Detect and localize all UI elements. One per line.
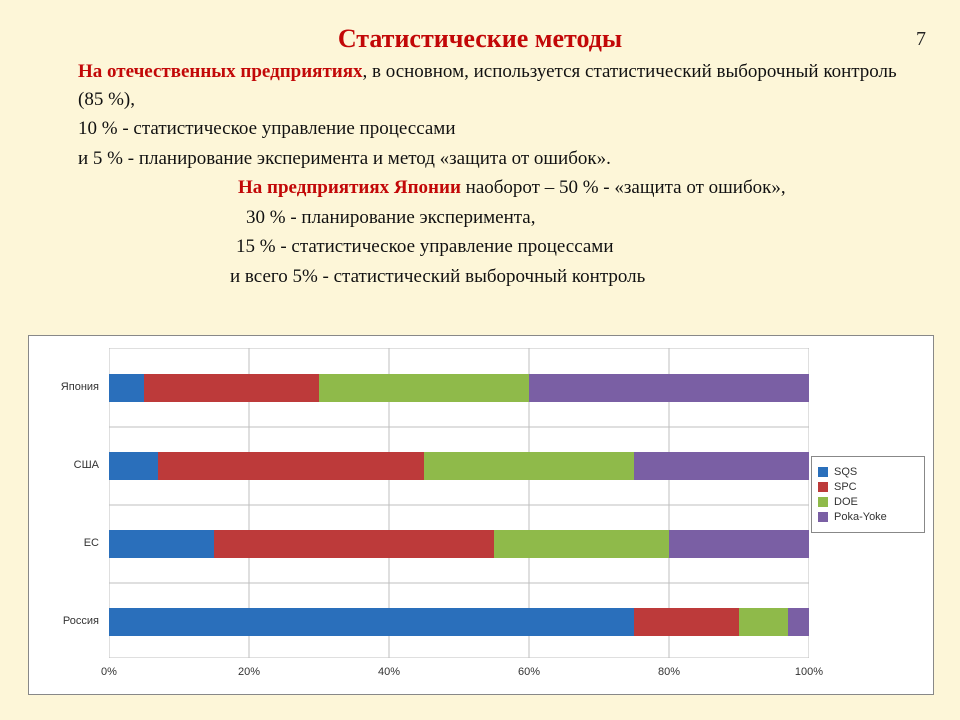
- legend-label: SQS: [834, 466, 857, 478]
- bar-Россия-SQS: [109, 608, 634, 636]
- bar-Япония-SPC: [144, 374, 319, 402]
- legend-swatch: [818, 467, 828, 477]
- category-label: Россия: [39, 615, 99, 627]
- x-tick-label: 40%: [369, 666, 409, 678]
- x-tick-label: 80%: [649, 666, 689, 678]
- bar-Япония-SQS: [109, 374, 144, 402]
- bar-США-DOE: [424, 452, 634, 480]
- x-tick-label: 0%: [89, 666, 129, 678]
- bar-ЕС-SPC: [214, 530, 494, 558]
- legend-swatch: [818, 482, 828, 492]
- x-tick-label: 100%: [789, 666, 829, 678]
- chart-svg: [109, 348, 809, 658]
- legend-item: Poka-Yoke: [818, 511, 918, 523]
- para-4: На предприятиях Японии наоборот – 50 % -…: [78, 174, 900, 202]
- bar-Россия-SPC: [634, 608, 739, 636]
- para-4-lead: На предприятиях Японии: [238, 177, 461, 198]
- para-4-rest: наоборот – 50 % - «защита от ошибок»,: [461, 177, 786, 198]
- legend-label: Poka-Yoke: [834, 511, 887, 523]
- chart-legend: SQS SPC DOE Poka-Yoke: [811, 456, 925, 533]
- bar-США-Poka-Yoke: [634, 452, 809, 480]
- para-6: 15 % - статистическое управление процесс…: [78, 233, 900, 261]
- legend-item: DOE: [818, 496, 918, 508]
- legend-label: DOE: [834, 496, 858, 508]
- legend-label: SPC: [834, 481, 857, 493]
- category-label: ЕС: [39, 537, 99, 549]
- para-1: На отечественных предприятиях, в основно…: [78, 58, 900, 113]
- category-label: США: [39, 459, 99, 471]
- para-7: и всего 5% - статистический выборочный к…: [78, 263, 900, 291]
- bar-США-SQS: [109, 452, 158, 480]
- bar-Япония-DOE: [319, 374, 529, 402]
- para-1-lead: На отечественных предприятиях: [78, 61, 363, 82]
- chart-container: Япония США ЕС Россия 0% 20% 40% 60% 80% 100% SQS…: [28, 335, 934, 695]
- bar-ЕС-Poka-Yoke: [669, 530, 809, 558]
- legend-swatch: [818, 497, 828, 507]
- bar-Япония-Poka-Yoke: [529, 374, 809, 402]
- body-text: На отечественных предприятиях, в основно…: [0, 54, 960, 290]
- x-tick-label: 20%: [229, 666, 269, 678]
- legend-item: SPC: [818, 481, 918, 493]
- legend-item: SQS: [818, 466, 918, 478]
- chart-plot: [109, 348, 809, 658]
- bar-США-SPC: [158, 452, 424, 480]
- para-3: и 5 % - планирование эксперимента и мето…: [78, 145, 900, 173]
- legend-swatch: [818, 512, 828, 522]
- para-2: 10 % - статистическое управление процесс…: [78, 115, 900, 143]
- bar-ЕС-SQS: [109, 530, 214, 558]
- x-tick-label: 60%: [509, 666, 549, 678]
- bar-ЕС-DOE: [494, 530, 669, 558]
- category-label: Япония: [39, 381, 99, 393]
- bar-Россия-DOE: [739, 608, 788, 636]
- page-number: 7: [916, 28, 926, 51]
- bar-Россия-Poka-Yoke: [788, 608, 809, 636]
- page-title: Статистические методы: [0, 0, 960, 54]
- para-5: 30 % - планирование эксперимента,: [78, 204, 900, 232]
